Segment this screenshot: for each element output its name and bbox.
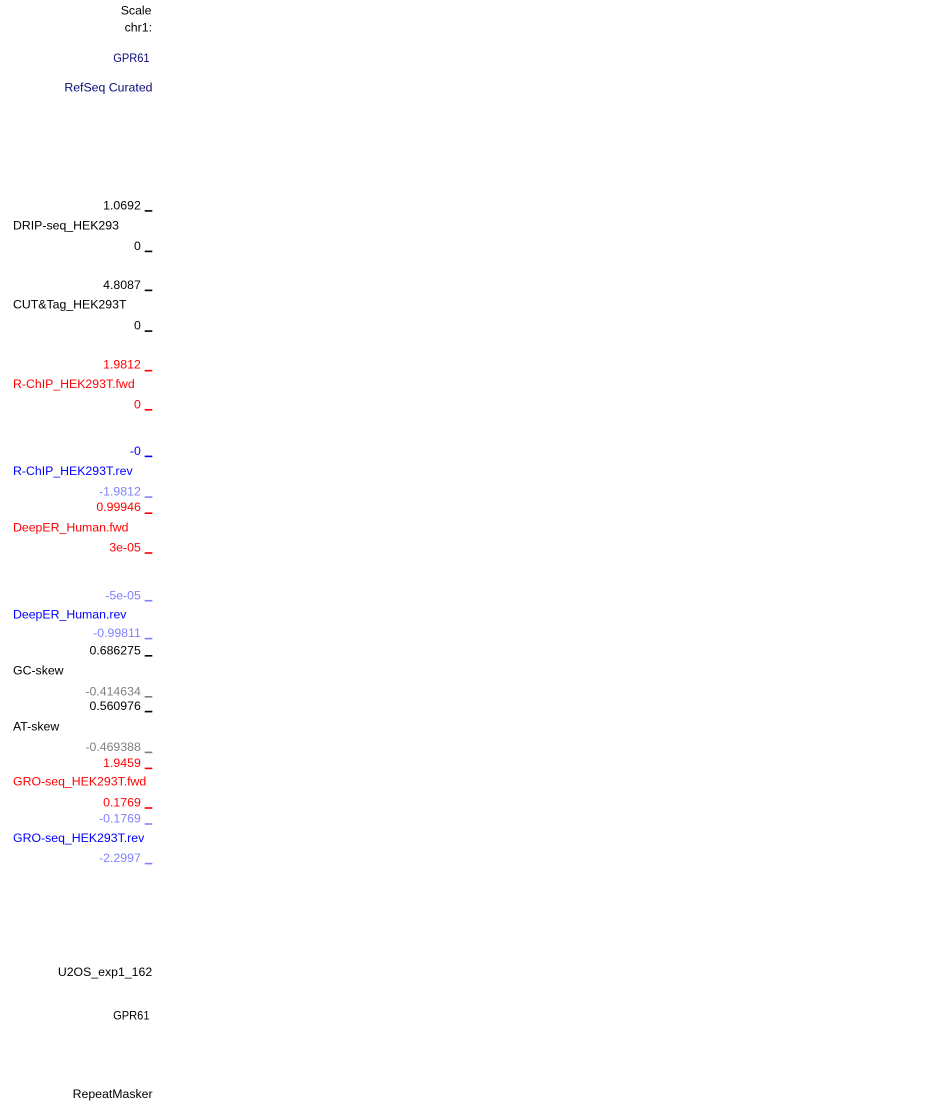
svg-text:-0.1769: -0.1769 [99, 812, 141, 826]
svg-text:0: 0 [134, 319, 141, 333]
svg-text:DRIP-seq_HEK293: DRIP-seq_HEK293 [13, 219, 119, 233]
svg-text:0.99946: 0.99946 [96, 500, 141, 514]
svg-text:0.560976: 0.560976 [90, 699, 141, 713]
svg-text:DeepER_Human.fwd: DeepER_Human.fwd [13, 520, 129, 534]
svg-text:0.1769: 0.1769 [103, 796, 141, 810]
svg-text:CUT&Tag_HEK293T: CUT&Tag_HEK293T [13, 297, 127, 311]
svg-text:U2OS_exp1_162: U2OS_exp1_162 [58, 965, 153, 979]
svg-text:RefSeq Curated: RefSeq Curated [64, 81, 152, 95]
svg-text:DeepER_Human.rev: DeepER_Human.rev [13, 607, 127, 621]
svg-text:GPR61: GPR61 [113, 51, 150, 65]
svg-text:-2.2997: -2.2997 [99, 851, 141, 865]
svg-text:GPR61: GPR61 [113, 1008, 150, 1022]
svg-text:4.8087: 4.8087 [103, 278, 141, 292]
svg-text:chr1:: chr1: [125, 21, 152, 35]
svg-text:-0.414634: -0.414634 [85, 684, 141, 698]
svg-text:-0.469388: -0.469388 [85, 740, 141, 754]
svg-text:R-ChIP_HEK293T.fwd: R-ChIP_HEK293T.fwd [13, 377, 135, 391]
svg-text:0: 0 [134, 397, 141, 411]
svg-text:1.0692: 1.0692 [103, 199, 141, 213]
svg-text:1.9812: 1.9812 [103, 358, 141, 372]
svg-text:-1.9812: -1.9812 [99, 485, 141, 499]
svg-text:0.686275: 0.686275 [90, 643, 141, 657]
svg-text:Scale: Scale [121, 4, 152, 18]
svg-text:RepeatMasker: RepeatMasker [73, 1087, 153, 1101]
svg-text:0: 0 [134, 239, 141, 253]
svg-text:R-ChIP_HEK293T.rev: R-ChIP_HEK293T.rev [13, 464, 133, 478]
svg-text:GRO-seq_HEK293T.fwd: GRO-seq_HEK293T.fwd [13, 775, 146, 789]
svg-text:-0: -0 [130, 444, 141, 458]
svg-text:GRO-seq_HEK293T.rev: GRO-seq_HEK293T.rev [13, 831, 145, 845]
svg-text:-5e-05: -5e-05 [105, 588, 141, 602]
svg-text:AT-skew: AT-skew [13, 720, 59, 734]
svg-text:1.9459: 1.9459 [103, 756, 141, 770]
svg-text:GC-skew: GC-skew [13, 663, 64, 677]
svg-text:3e-05: 3e-05 [109, 541, 141, 555]
svg-text:-0.99811: -0.99811 [93, 626, 141, 640]
